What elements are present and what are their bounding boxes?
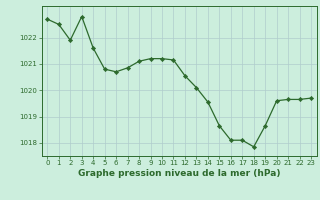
X-axis label: Graphe pression niveau de la mer (hPa): Graphe pression niveau de la mer (hPa) — [78, 169, 280, 178]
